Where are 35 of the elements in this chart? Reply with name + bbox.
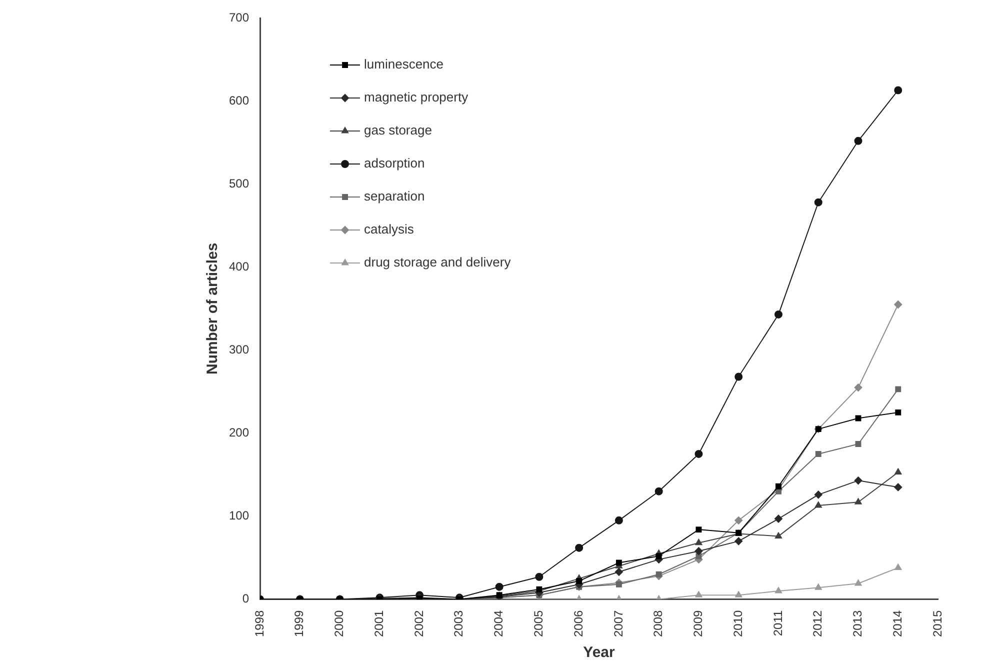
legend-label: magnetic property (364, 90, 469, 105)
legend-label: gas storage (364, 122, 432, 138)
x-tick-label: 1998 (252, 610, 266, 638)
x-tick-label: 2003 (452, 610, 466, 638)
x-tick-label: 2006 (571, 610, 586, 638)
legend-label: adsorption (364, 156, 425, 171)
x-tick-label: 2015 (930, 610, 944, 638)
x-tick-label: 2010 (730, 610, 745, 638)
x-axis-title: Year (583, 644, 616, 662)
x-tick-label: 2000 (332, 610, 346, 638)
y-tick-label: 100 (228, 508, 250, 523)
y-tick-label: 400 (228, 259, 250, 274)
x-tick-label: 2001 (372, 610, 386, 638)
x-tick-label: 2009 (691, 610, 706, 638)
x-tick-label: 2007 (611, 610, 626, 638)
x-tick-label: 2005 (532, 610, 546, 638)
x-tick-label: 2004 (492, 610, 506, 638)
x-tick-label: 2013 (850, 610, 865, 638)
x-tick-label: 2014 (890, 610, 904, 638)
x-tick-label: 2008 (651, 610, 666, 638)
x-tick-label: 2011 (770, 610, 785, 636)
x-tick-label: 2002 (412, 610, 426, 638)
legend-label: drug storage and delivery (364, 254, 512, 270)
y-axis-title: Number of articles (204, 242, 222, 375)
y-tick-label: 500 (228, 176, 250, 190)
y-tick-label: 300 (228, 342, 250, 356)
legend-label: catalysis (364, 222, 414, 237)
y-tick-label: 600 (228, 93, 250, 108)
x-tick-label: 1999 (292, 610, 306, 638)
x-tick-label: 2012 (810, 610, 825, 638)
y-tick-label: 200 (228, 426, 250, 440)
y-tick-label: 0 (242, 592, 250, 606)
legend-label: separation (364, 188, 425, 204)
legend-label: luminescence (364, 56, 444, 72)
y-tick-label: 700 (228, 10, 250, 24)
